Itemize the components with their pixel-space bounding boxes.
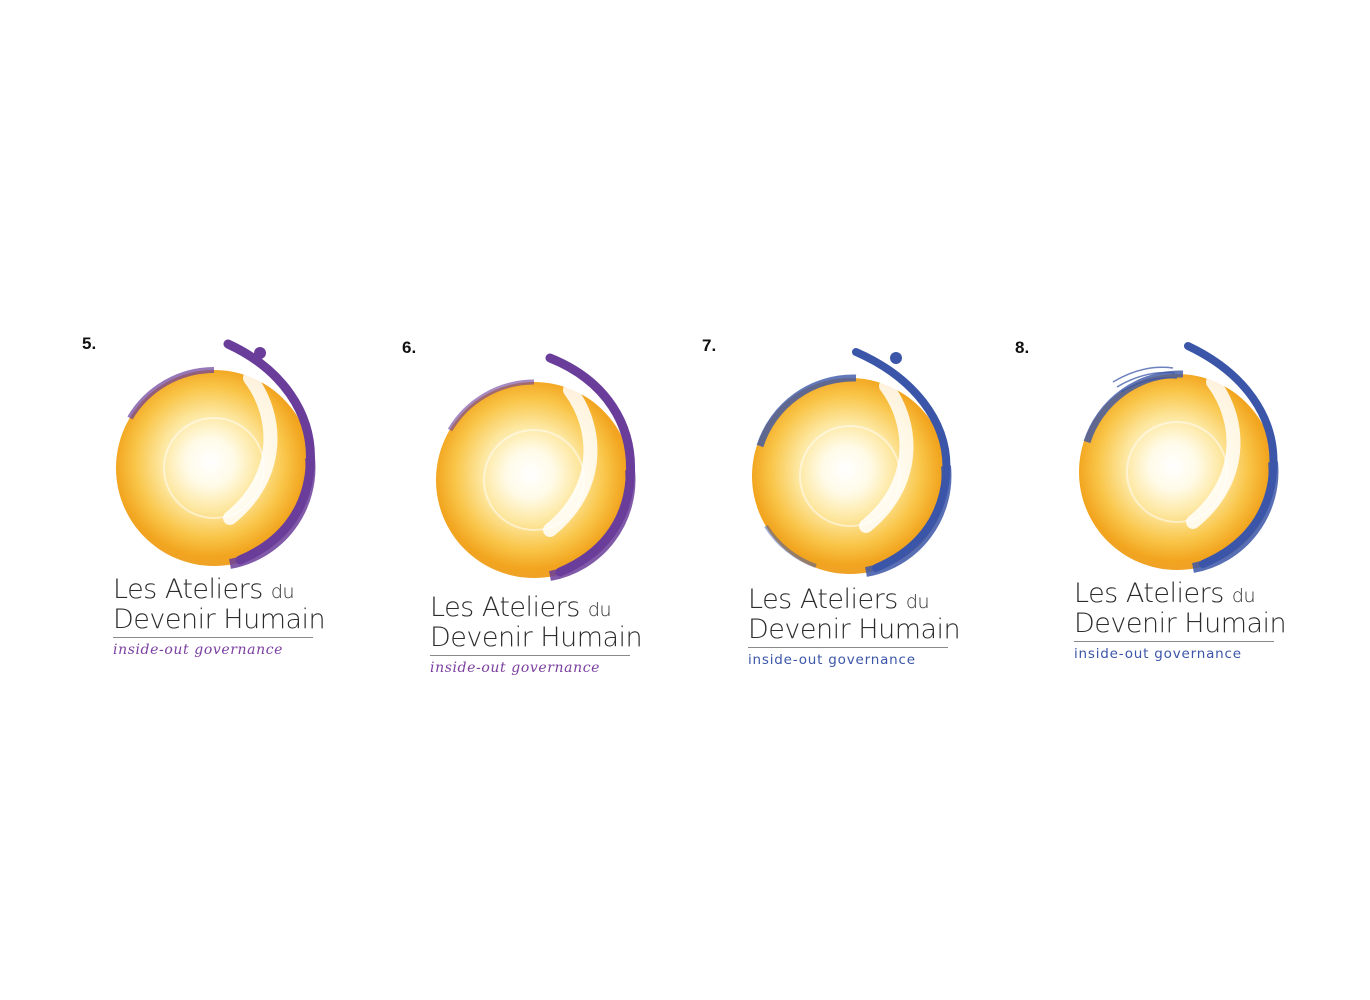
sun-swirl-emblem xyxy=(436,353,636,581)
logo-variant-7: 7. Les Ateliers du Devenir Humain inside… xyxy=(702,332,1002,692)
divider xyxy=(1074,641,1274,642)
tagline: inside-out governance xyxy=(430,660,601,676)
divider xyxy=(113,637,313,638)
wordmark-line2: Devenir Humain xyxy=(430,622,643,653)
divider xyxy=(430,655,630,656)
sun-swirl-emblem xyxy=(752,348,952,577)
tagline: inside-out governance xyxy=(1074,646,1242,662)
divider xyxy=(748,647,948,648)
logo-variant-5: 5. Les Ateliers du Devenir Humain inside… xyxy=(82,330,382,690)
tagline: inside-out governance xyxy=(748,652,916,668)
wordmark-line1: Les Ateliers du xyxy=(1074,580,1304,610)
wordmark-line1: Les Ateliers du xyxy=(113,576,343,606)
sun-swirl-emblem xyxy=(116,339,316,569)
wordmark-line1: Les Ateliers du xyxy=(748,586,978,616)
wordmark-line2: Devenir Humain xyxy=(1074,608,1287,639)
wordmark-line1-main: Les Ateliers xyxy=(748,584,898,615)
dot-icon xyxy=(254,347,266,359)
tagline: inside-out governance xyxy=(113,642,284,658)
variant-number: 8. xyxy=(1015,338,1030,357)
wordmark-line1: Les Ateliers du xyxy=(430,594,660,624)
wordmark-line1-small: du xyxy=(1231,585,1256,607)
wordmark: Les Ateliers du Devenir Humain inside-ou… xyxy=(748,586,978,668)
wordmark-line1-main: Les Ateliers xyxy=(1074,578,1224,609)
wordmark-line2: Devenir Humain xyxy=(748,614,961,645)
wordmark-line1-small: du xyxy=(587,599,612,621)
variant-number: 5. xyxy=(82,334,97,353)
sun-swirl-emblem xyxy=(1079,342,1279,573)
wordmark: Les Ateliers du Devenir Humain inside-ou… xyxy=(113,576,343,658)
wordmark-line1-main: Les Ateliers xyxy=(430,592,580,623)
motion-arcs-icon xyxy=(1112,366,1178,393)
variant-number: 6. xyxy=(402,338,417,357)
wordmark: Les Ateliers du Devenir Humain inside-ou… xyxy=(1074,580,1304,662)
variant-number: 7. xyxy=(702,336,717,355)
wordmark-line2: Devenir Humain xyxy=(113,604,326,635)
wordmark-line1-small: du xyxy=(270,581,295,603)
logo-variant-6: 6. Les Ateliers du Devenir Humain inside… xyxy=(402,332,702,692)
dot-icon xyxy=(890,352,902,364)
logo-variant-8: 8. Les Ateliers du Devenir Humain inside… xyxy=(1015,334,1315,694)
wordmark: Les Ateliers du Devenir Humain inside-ou… xyxy=(430,594,660,676)
wordmark-line1-small: du xyxy=(905,591,930,613)
wordmark-line1-main: Les Ateliers xyxy=(113,574,263,605)
